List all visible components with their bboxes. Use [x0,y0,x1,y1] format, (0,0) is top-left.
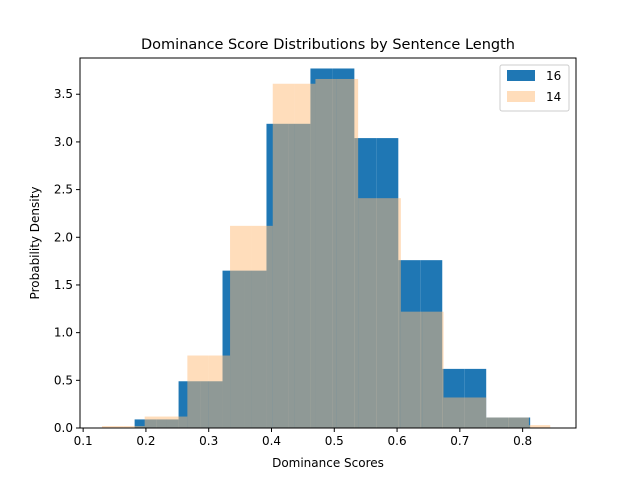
y-tick-label: 2.5 [54,183,73,197]
y-tick-label: 0.0 [54,421,73,435]
bar-series-14-7 [251,225,273,428]
x-tick-label: 0.7 [450,434,469,448]
bar-series-14-8 [272,83,295,428]
y-tick-label: 1.5 [54,278,73,292]
bar-series-14-3 [166,416,188,428]
legend: 16 14 [499,64,570,112]
x-axis-ticks: 0.1 0.2 0.3 0.4 0.5 0.6 0.7 0.8 [74,428,532,448]
bar-series-14-15 [422,311,444,428]
bar-series-14-18 [486,417,508,428]
bar-series-14-5 [208,355,231,428]
legend-swatch-16 [507,70,535,81]
bar-series-14-6 [230,225,252,428]
bar-series-14-20 [528,425,551,428]
y-tick-label: 3.0 [54,135,73,149]
bar-series-14-11 [336,78,359,428]
chart-title: Dominance Score Distributions by Sentenc… [141,37,515,53]
bar-series-14-9 [294,83,316,428]
bar-series-14-12 [358,198,380,428]
bar-series-14-16 [443,397,465,428]
x-tick-label: 0.3 [199,434,218,448]
x-tick-label: 0.6 [388,434,407,448]
y-tick-label: 1.0 [54,326,73,340]
bar-series-14-13 [379,198,401,428]
bar-series-14-0 [101,426,124,428]
legend-label-14: 14 [546,90,561,104]
x-tick-label: 0.4 [262,434,281,448]
x-tick-label: 0.2 [136,434,155,448]
bar-series-14-14 [400,311,423,428]
x-tick-label: 0.8 [513,434,532,448]
legend-label-16: 16 [546,69,561,83]
bar-series-14-17 [464,397,487,428]
y-axis-ticks: 0.0 0.5 1.0 1.5 2.0 2.5 3.0 3.5 [54,87,80,435]
y-axis-label: Probability Density [28,187,42,300]
x-tick-label: 0.1 [74,434,93,448]
y-tick-label: 3.5 [54,87,73,101]
x-tick-label: 0.5 [325,434,344,448]
bar-series-14-2 [144,416,167,428]
y-tick-label: 2.0 [54,230,73,244]
bar-series-14-19 [507,417,529,428]
y-tick-label: 0.5 [54,373,73,387]
legend-swatch-14 [507,91,535,102]
bar-series-14-1 [123,426,145,428]
x-axis-label: Dominance Scores [272,456,384,470]
plot-frame [79,57,577,429]
bars-layer [101,68,551,429]
bar-series-14-10 [315,78,337,428]
bar-series-14-4 [187,355,209,428]
